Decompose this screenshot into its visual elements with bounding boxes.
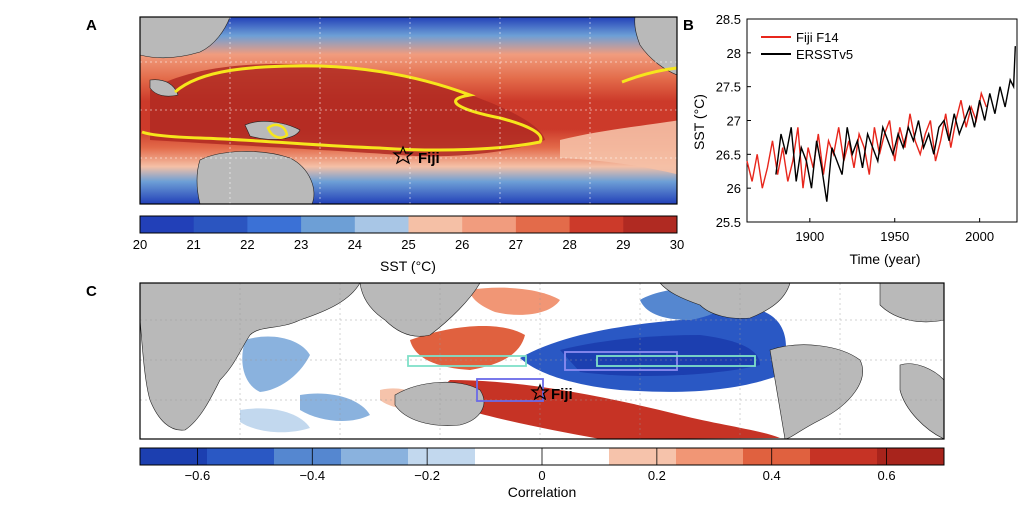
sst-colorbar-tick: 28 [562,237,576,252]
panel-c-svg: C [86,282,945,500]
sst-colorbar-tick: 29 [616,237,630,252]
chart-legend: Fiji F14 ERSSTv5 [761,30,853,62]
correlation-colorbar-label: Correlation [508,484,576,500]
series-line-ersstv5 [775,46,1016,202]
sst-colorbar-swatch [247,216,302,233]
correlation-colorbar-swatch [609,448,677,465]
correlation-colorbar-swatch [475,448,543,465]
y-tick-label: 26 [727,181,741,196]
panel-b-label: B [683,17,694,34]
sst-colorbar-swatch [140,216,195,233]
sst-colorbar: 20 21 22 23 24 25 26 27 28 29 30 [133,215,684,252]
panel-a-svg: A [86,16,684,274]
sst-colorbar-swatch [408,216,463,233]
x-axis-label: Time (year) [849,251,920,267]
panel-c: C [0,280,1024,512]
y-tick-label: 28 [727,46,741,61]
sst-colorbar-tick: 24 [348,237,362,252]
sst-colorbar-swatch [462,216,517,233]
correlation-colorbar-swatch [341,448,409,465]
x-tick-label: 1950 [880,229,909,244]
sst-28c-contour [141,64,543,152]
panel-b: B 25.5 26 26.5 27 27.5 28 28.5 1900 1950 2000 Fi… [680,0,1024,280]
sst-colorbar-swatch [193,216,248,233]
plot-area [746,18,1018,223]
sst-colorbar-tick: 20 [133,237,147,252]
x-tick-label: 1900 [795,229,824,244]
correlation-colorbar-tick: 0 [538,468,545,483]
y-tick-label: 27 [727,114,741,129]
sst-28c-contour-east [621,66,677,84]
correlation-colorbar-swatch [140,448,208,465]
fiji-label: Fiji [418,150,440,167]
sst-colorbar-tick: 25 [401,237,415,252]
fiji-label-c: Fiji [551,386,573,403]
sst-colorbar-tick: 26 [455,237,469,252]
fiji-star-icon-c [530,383,550,401]
sst-colorbar-swatch [354,216,409,233]
correlation-colorbar-tick: 0.2 [648,468,666,483]
y-tick-label: 25.5 [716,215,741,230]
y-tick-label: 27.5 [716,80,741,95]
sst-colorbar-tick: 27 [509,237,523,252]
correlation-colorbar-swatch [542,448,610,465]
correlation-colorbar-swatch [207,448,275,465]
correlation-map [140,283,944,439]
correlation-colorbar-swatch [676,448,744,465]
y-axis-label: SST (°C) [691,94,707,150]
legend-entry-fiji: Fiji F14 [796,30,839,45]
sst-colorbar-swatch [623,216,678,233]
correlation-colorbar-tick: −0.6 [185,468,211,483]
nino4-west-box [407,355,527,367]
sst-colorbar-label: SST (°C) [380,258,436,274]
y-tick-label: 28.5 [716,12,741,27]
correlation-colorbar-tick: 0.6 [878,468,896,483]
correlation-colorbar: −0.6 −0.4 −0.2 0 0.2 0.4 0.6 [139,447,945,483]
correlation-colorbar-tick: −0.4 [299,468,325,483]
correlation-colorbar-swatch [274,448,342,465]
sst-map [140,17,677,204]
correlation-colorbar-tick: −0.2 [414,468,440,483]
correlation-colorbar-swatch [743,448,811,465]
correlation-colorbar-tick: 0.4 [763,468,781,483]
correlation-colorbar-swatch [877,448,945,465]
panel-b-chart: B 25.5 26 26.5 27 27.5 28 28.5 1900 1950 2000 Fi… [683,12,1018,267]
series-line-fiji-f14 [746,90,988,189]
sst-colorbar-tick: 30 [670,237,684,252]
y-tick-label: 26.5 [716,147,741,162]
sst-colorbar-swatch [569,216,624,233]
panel-a-label: A [86,17,97,34]
sst-colorbar-tick: 23 [294,237,308,252]
panel-c-label: C [86,283,97,300]
correlation-colorbar-swatch [810,448,878,465]
x-tick-label: 2000 [965,229,994,244]
nino3-box [596,355,756,367]
sst-colorbar-swatch [515,216,571,233]
correlation-colorbar-swatch [408,448,476,465]
sst-colorbar-tick: 22 [240,237,254,252]
fiji-star-icon [392,145,414,165]
panel-a: A [0,0,700,280]
sst-colorbar-tick: 21 [186,237,200,252]
sst-colorbar-swatch [301,216,356,233]
legend-entry-ersst: ERSSTv5 [796,47,853,62]
nino-region-box [564,351,678,371]
